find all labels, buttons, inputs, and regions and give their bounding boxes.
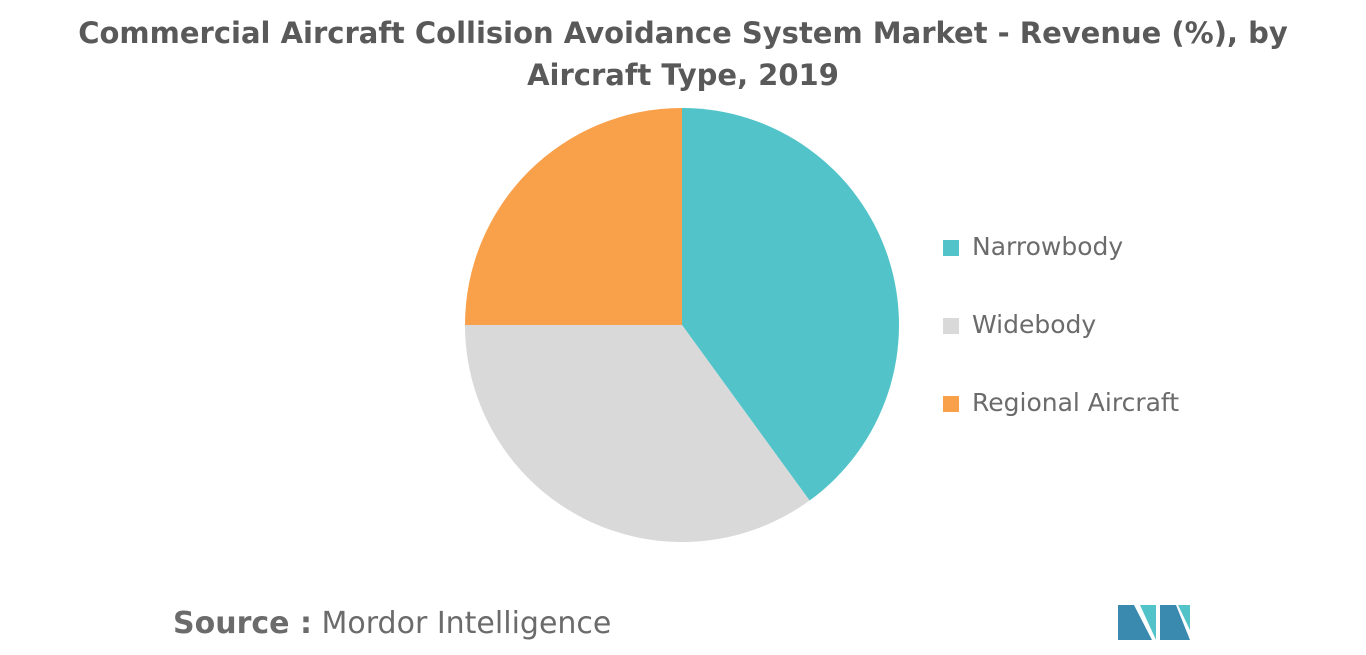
pie-slice bbox=[682, 108, 899, 501]
legend-label: Widebody bbox=[972, 310, 1096, 339]
legend-swatch bbox=[943, 396, 959, 412]
pie bbox=[465, 108, 899, 542]
pie-slice bbox=[465, 108, 682, 325]
legend: Narrowbody Widebody Regional Aircraft bbox=[943, 232, 1179, 417]
pie-slice bbox=[465, 325, 810, 542]
legend-swatch bbox=[943, 240, 959, 256]
source-text: Mordor Intelligence bbox=[321, 606, 612, 641]
legend-label: Narrowbody bbox=[972, 232, 1123, 261]
source-label: Source : bbox=[173, 606, 312, 641]
legend-label: Regional Aircraft bbox=[972, 388, 1179, 417]
source: Source : Mordor Intelligence bbox=[173, 606, 611, 641]
chart-title-box: Commercial Aircraft Collision Avoidance … bbox=[0, 12, 1366, 96]
legend-swatch bbox=[943, 318, 959, 334]
chart-title: Commercial Aircraft Collision Avoidance … bbox=[78, 16, 1288, 92]
logo bbox=[1118, 605, 1190, 640]
